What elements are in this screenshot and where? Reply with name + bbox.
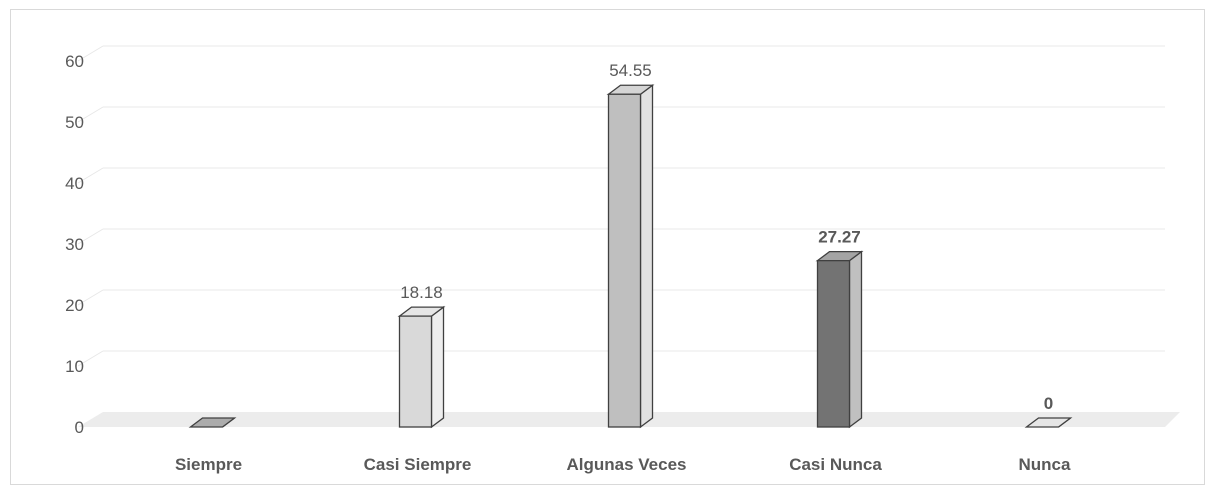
y-tick-label: 50	[65, 113, 84, 132]
data-label: 27.27	[818, 228, 861, 247]
bar-side	[639, 83, 654, 429]
bar-front	[607, 93, 642, 428]
gridline-side	[77, 167, 104, 184]
bar-top	[1024, 417, 1073, 428]
bar-side	[848, 250, 863, 429]
bar-casi-nunca	[815, 250, 864, 429]
y-tick-label: 0	[75, 418, 84, 437]
chart-frame	[10, 9, 1205, 485]
bar-front	[398, 315, 433, 428]
gridline-side	[77, 106, 104, 123]
gridline-side	[77, 45, 104, 62]
bar-side	[430, 305, 445, 429]
x-category-label: Casi Nunca	[789, 455, 882, 474]
x-axis-categories: Siempre Casi Siempre Algunas Veces Casi Nun…	[175, 455, 1071, 474]
gridline-side	[77, 289, 104, 306]
data-label: 54.55	[609, 61, 652, 80]
bar-casi-siempre	[397, 305, 446, 429]
bar-siempre	[188, 417, 237, 428]
data-labels: 18.18 54.55 27.27 0	[400, 61, 1053, 413]
bar-nunca	[1024, 417, 1073, 428]
data-label: 0	[1044, 394, 1053, 413]
y-tick-label: 30	[65, 235, 84, 254]
bar-algunas-veces	[606, 83, 655, 429]
y-tick-label: 60	[65, 52, 84, 71]
gridline-side	[77, 350, 104, 367]
x-category-label: Nunca	[1019, 455, 1072, 474]
x-category-label: Algunas Veces	[566, 455, 686, 474]
y-tick-label: 40	[65, 174, 84, 193]
bar-front	[816, 260, 851, 428]
y-axis-ticks: 0 10 20 30 40 50 60	[65, 52, 84, 437]
x-category-label: Siempre	[175, 455, 242, 474]
y-tick-label: 20	[65, 296, 84, 315]
x-category-label: Casi Siempre	[364, 455, 472, 474]
gridline-side	[77, 228, 104, 245]
y-tick-label: 10	[65, 357, 84, 376]
bar-top	[188, 417, 237, 428]
data-label: 18.18	[400, 283, 443, 302]
bars	[188, 83, 1073, 429]
